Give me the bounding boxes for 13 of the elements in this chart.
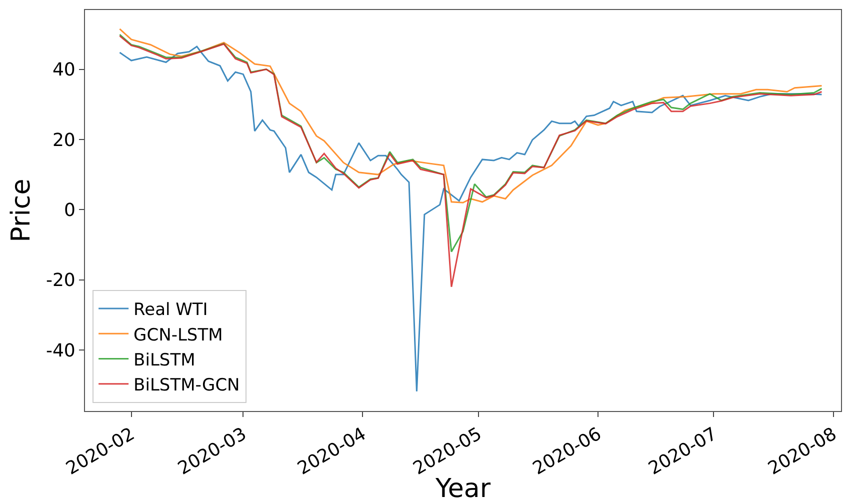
y-tick-label: 40 [52, 60, 76, 81]
y-axis-title: Price [6, 178, 36, 242]
line-series [118, 46, 822, 392]
y-tick-label: 0 [64, 200, 76, 221]
y-tick-label: -40 [46, 340, 76, 362]
legend-label: Real WTI [134, 300, 208, 320]
x-axis-title: Year [434, 474, 491, 504]
y-tick-label: -20 [46, 270, 76, 292]
line-series [118, 28, 822, 204]
legend-label: BiLSTM-GCN [134, 375, 240, 396]
y-tick-label: 20 [52, 130, 76, 151]
legend-label: GCN-LSTM [134, 325, 223, 346]
legend-label: BiLSTM [134, 350, 196, 370]
